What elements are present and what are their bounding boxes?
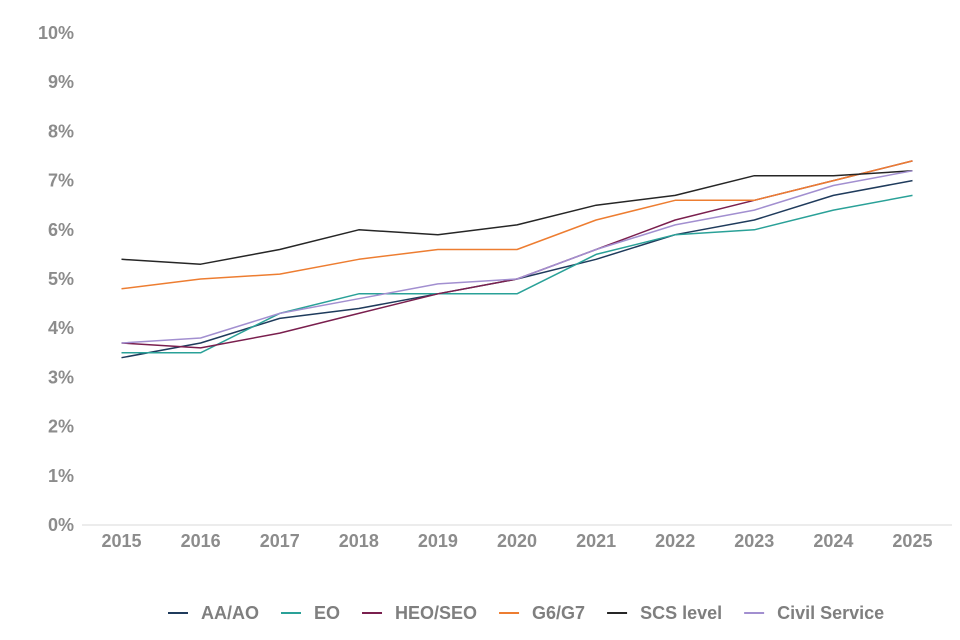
x-tick-label: 2022 [655,531,695,551]
x-tick-label: 2023 [734,531,774,551]
legend-label: EO [314,603,340,623]
y-tick-label: 1% [48,466,74,486]
series-line-heo-seo [121,160,913,349]
y-tick-label: 0% [48,515,74,535]
y-tick-label: 10% [38,23,74,43]
y-axis-tick-labels: 0% 1% 2% 3% 4% 5% 6% 7% 8% 9% 10% [38,23,74,535]
y-tick-label: 5% [48,269,74,289]
legend-item: AA/AO [168,603,259,623]
x-tick-label: 2019 [418,531,458,551]
series-line-scs-level [121,170,913,265]
legend-item: EO [281,603,340,623]
series-line-g6-g7 [121,160,913,290]
legend-item: G6/G7 [499,603,585,623]
series-line-civil-service [121,170,913,344]
legend-label: SCS level [640,603,722,623]
y-tick-label: 6% [48,220,74,240]
x-tick-label: 2018 [339,531,379,551]
legend-item: SCS level [607,603,722,623]
x-tick-label: 2020 [497,531,537,551]
x-tick-label: 2017 [260,531,300,551]
legend-label: G6/G7 [532,603,585,623]
legend-label: HEO/SEO [395,603,477,623]
series-lines [121,160,913,359]
x-tick-label: 2021 [576,531,616,551]
series-line-eo [121,194,913,354]
legend-label: Civil Service [777,603,884,623]
series-line-aa-ao [121,179,913,359]
y-tick-label: 3% [48,367,74,387]
x-tick-label: 2025 [892,531,932,551]
y-tick-label: 4% [48,318,74,338]
x-tick-label: 2015 [102,531,142,551]
x-tick-label: 2016 [181,531,221,551]
x-axis-tick-labels: 2015 2016 2017 2018 2019 2020 2021 2022 2023 2024… [102,531,933,551]
y-tick-label: 7% [48,171,74,191]
y-tick-label: 9% [48,72,74,92]
legend-item: HEO/SEO [362,603,477,623]
y-tick-label: 2% [48,417,74,437]
legend: AA/AO EO HEO/SEO G6/G7 SCS level Civil Servic… [168,603,884,623]
x-tick-label: 2024 [813,531,853,551]
legend-item: Civil Service [744,603,884,623]
legend-label: AA/AO [201,603,259,623]
y-tick-label: 8% [48,121,74,141]
